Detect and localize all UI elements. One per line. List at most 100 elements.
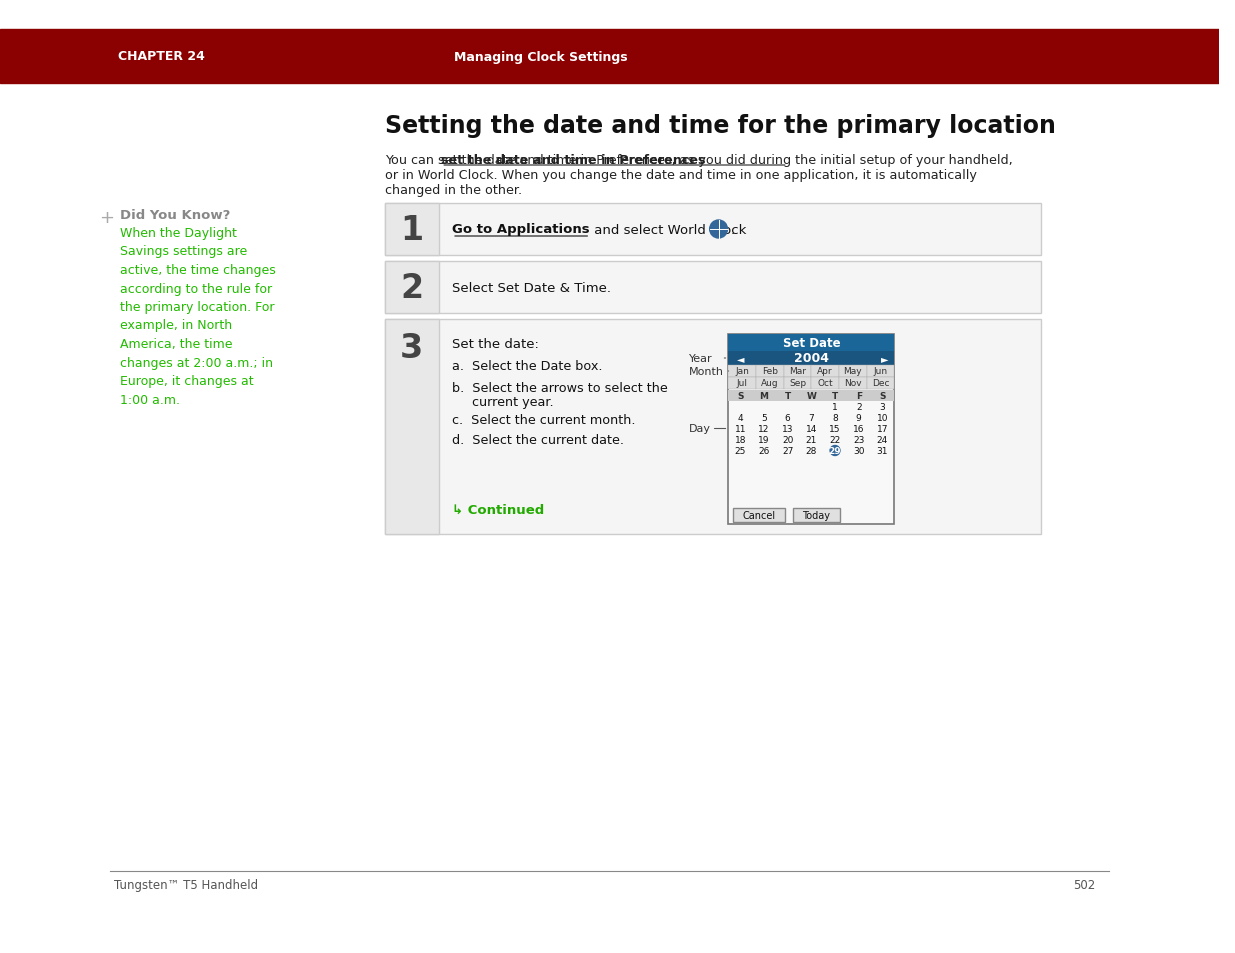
Text: 17: 17 [877,424,888,434]
Text: or in World Clock. When you change the date and time in one application, it is a: or in World Clock. When you change the d… [385,169,977,182]
Text: 2: 2 [400,272,424,304]
Bar [729,335,894,524]
Bar [729,391,752,401]
Text: W: W [806,392,816,400]
Text: S: S [879,392,885,400]
Text: 23: 23 [853,436,864,444]
Text: F: F [856,392,862,400]
Text: Today: Today [803,511,830,520]
Text: changed in the other.: changed in the other. [385,184,522,196]
Bar [729,366,756,377]
Text: Feb: Feb [762,367,778,376]
Text: Day: Day [689,424,711,434]
Bar [811,366,839,377]
Text: a.  Select the Date box.: a. Select the Date box. [452,359,603,373]
Bar [385,262,1041,314]
Text: ◄: ◄ [736,354,743,364]
Text: 13: 13 [782,424,793,434]
Bar [824,391,847,401]
Text: Cancel: Cancel [742,511,776,520]
Text: 15: 15 [829,424,841,434]
Bar [729,335,894,352]
Text: 14: 14 [805,424,818,434]
Bar [784,377,811,390]
Text: 4: 4 [737,414,743,422]
Bar [729,377,756,390]
Text: Jan: Jan [735,367,750,376]
Text: 3: 3 [400,331,424,364]
Text: 19: 19 [758,436,769,444]
Text: You can set the date and time in Preferences, as you did during the initial setu: You can set the date and time in Prefere… [385,153,1013,167]
Bar [776,391,799,401]
Bar [734,509,784,522]
Text: 28: 28 [805,447,818,456]
Text: Jun: Jun [873,367,888,376]
Bar [385,319,440,535]
Text: 20: 20 [782,436,793,444]
Text: Dec: Dec [872,379,889,388]
Text: c.  Select the current month.: c. Select the current month. [452,414,636,427]
Text: 1: 1 [832,402,837,412]
Text: +: + [99,209,114,227]
Text: Select Set Date & Time.: Select Set Date & Time. [452,281,611,294]
Bar [839,366,867,377]
Text: b.  Select the arrows to select the: b. Select the arrows to select the [452,381,668,395]
Text: Mar: Mar [789,367,806,376]
Bar [756,377,784,390]
Text: M: M [760,392,768,400]
Circle shape [710,221,727,239]
Text: 30: 30 [853,447,864,456]
Text: Month: Month [689,367,724,376]
Text: T: T [784,392,790,400]
Text: 11: 11 [735,424,746,434]
Text: When the Daylight
Savings settings are
active, the time changes
according to the: When the Daylight Savings settings are a… [121,227,277,406]
Text: d.  Select the current date.: d. Select the current date. [452,434,624,447]
Bar [385,204,1041,255]
Text: 6: 6 [784,414,790,422]
Text: 27: 27 [782,447,793,456]
Text: Did You Know?: Did You Know? [121,209,231,222]
Text: Set Date: Set Date [783,336,840,350]
Text: 21: 21 [805,436,818,444]
Text: Set the date:: Set the date: [452,337,538,351]
Text: 2004: 2004 [794,352,829,365]
Text: 1: 1 [400,213,424,246]
Bar [756,366,784,377]
Text: 26: 26 [758,447,769,456]
Bar [793,509,840,522]
Text: 29: 29 [829,447,841,456]
Text: Go to Applications: Go to Applications [452,223,589,236]
Bar [0,30,1219,84]
Text: T: T [832,392,839,400]
Bar [784,366,811,377]
Text: ↳ Continued: ↳ Continued [452,503,545,517]
Text: 22: 22 [830,436,841,444]
Text: Sep: Sep [789,379,806,388]
Bar [729,352,894,366]
Bar [799,391,824,401]
Text: current year.: current year. [472,395,553,409]
Text: May: May [844,367,862,376]
Bar [811,377,839,390]
Text: 5: 5 [761,414,767,422]
Text: 18: 18 [735,436,746,444]
Text: and select World Clock: and select World Clock [590,223,751,236]
Text: Jul: Jul [737,379,747,388]
Text: Tungsten™ T5 Handheld: Tungsten™ T5 Handheld [114,879,258,892]
Text: Nov: Nov [844,379,862,388]
Text: 25: 25 [735,447,746,456]
Text: 7: 7 [809,414,814,422]
Text: Setting the date and time for the primary location: Setting the date and time for the primar… [385,113,1056,138]
Bar [752,391,776,401]
Text: Managing Clock Settings: Managing Clock Settings [454,51,627,64]
Text: 10: 10 [877,414,888,422]
Text: .: . [730,223,735,236]
Bar [867,377,894,390]
Text: Year: Year [689,354,713,364]
Text: Aug: Aug [761,379,779,388]
Text: 2: 2 [856,402,862,412]
Bar [867,366,894,377]
Text: 31: 31 [877,447,888,456]
Text: 24: 24 [877,436,888,444]
Bar [871,391,894,401]
